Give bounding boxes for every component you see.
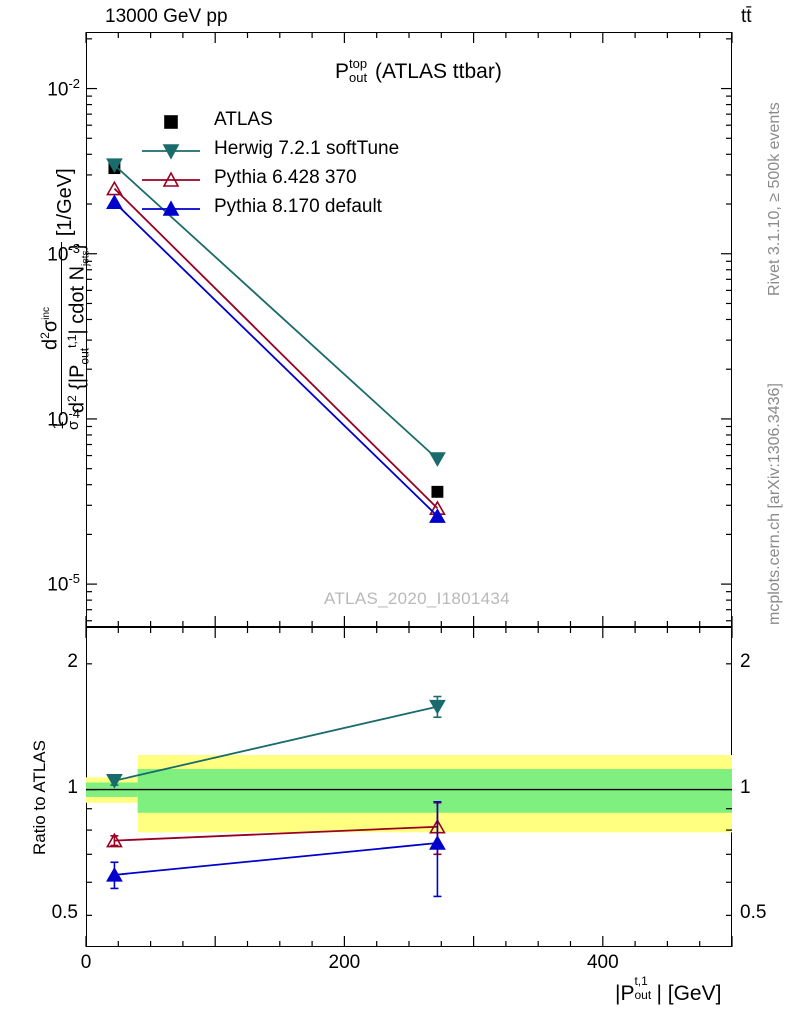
plot-title-base: P: [335, 60, 350, 83]
x-axis-label-superscript: t,1: [634, 974, 648, 988]
legend-item-label: Pythia 6.428 370: [214, 167, 357, 188]
x-tick-label: 400: [586, 952, 619, 973]
plot-title-subscript: out: [349, 69, 368, 85]
data-marker-triangle-down: [106, 158, 123, 174]
legend-marker-triangle-down-icon: [140, 137, 202, 166]
ratio-y-tick-label: 0.5: [740, 902, 767, 924]
ratio-y-tick-label: 2: [67, 650, 78, 672]
plot-title-superscript: top: [349, 55, 368, 71]
x-axis-label-subscript: out: [634, 988, 652, 1002]
main-y-tick-label: 10-4: [47, 405, 80, 431]
main-y-tick-label: 10-5: [47, 571, 80, 596]
ratio-y-axis-label: Ratio to ATLAS: [30, 740, 49, 855]
y-axis-label-fraction: 1 σ d2σinc d2 {|Poutt,1| cdot Njets} [1/…: [36, 168, 92, 430]
x-axis-label: |P t,1 out | [GeV]: [615, 974, 722, 1006]
x-axis-label-base: |P: [615, 982, 635, 1005]
legend-marker-triangle-up-icon: [140, 195, 202, 224]
x-tick-label: 0: [80, 952, 92, 973]
series-line-pythia: [113, 187, 439, 509]
ratio-line-pythia: [114, 825, 438, 842]
ratio-y-tick-label: 2: [740, 650, 751, 672]
side-annotation-top: Rivet 3.1.10, ≥ 500k events: [766, 102, 783, 296]
legend-item-label: Herwig 7.2.1 softTune: [214, 138, 400, 159]
uncertainty-band-inner: [137, 769, 732, 813]
data-marker-triangle-up: [429, 508, 446, 523]
main-y-tick-label: 10-2: [47, 75, 80, 100]
header-left-label: 13000 GeV pp: [105, 6, 228, 27]
ratio-line-herwig: [114, 705, 438, 782]
legend-item-label: ATLAS: [214, 109, 273, 130]
legend-marker-triangle-up-icon: [140, 166, 202, 195]
data-marker-triangle-down: [106, 773, 123, 789]
dataset-watermark: ATLAS_2020_I1801434: [324, 589, 510, 608]
ratio-y-tick-label: 0.5: [51, 902, 78, 924]
data-marker-triangle-down: [429, 699, 446, 715]
plot-title: P top out (ATLAS ttbar): [335, 56, 502, 85]
legend-item-label: Pythia 8.170 default: [214, 196, 382, 217]
legend-marker-square-icon: [140, 108, 202, 137]
data-marker-triangle-up: [106, 832, 123, 848]
header-right-label: tt̄: [741, 6, 752, 27]
x-tick-label: 200: [328, 952, 361, 973]
data-marker-triangle-down: [429, 452, 446, 467]
data-marker-triangle-up: [106, 194, 123, 209]
main-y-axis-label: 1 σ d2σinc d2 {|Poutt,1| cdot Njets} [1/…: [36, 168, 298, 490]
main-y-tick-label: 10-3: [47, 240, 80, 266]
ratio-line-pythia: [114, 842, 438, 876]
side-annotation-bottom: mcplots.cern.ch [arXiv:1306.3436]: [766, 383, 783, 625]
data-marker-triangle-up: [429, 835, 446, 850]
ratio-y-tick-label: 1: [740, 776, 751, 798]
x-axis-label-tail: | [GeV]: [656, 982, 722, 1005]
data-marker-triangle-up: [106, 866, 123, 882]
plot-title-paren: (ATLAS ttbar): [375, 60, 502, 83]
series-line-pythia: [113, 201, 439, 517]
ratio-y-tick-label: 1: [67, 776, 78, 798]
data-marker-square: [431, 485, 444, 498]
